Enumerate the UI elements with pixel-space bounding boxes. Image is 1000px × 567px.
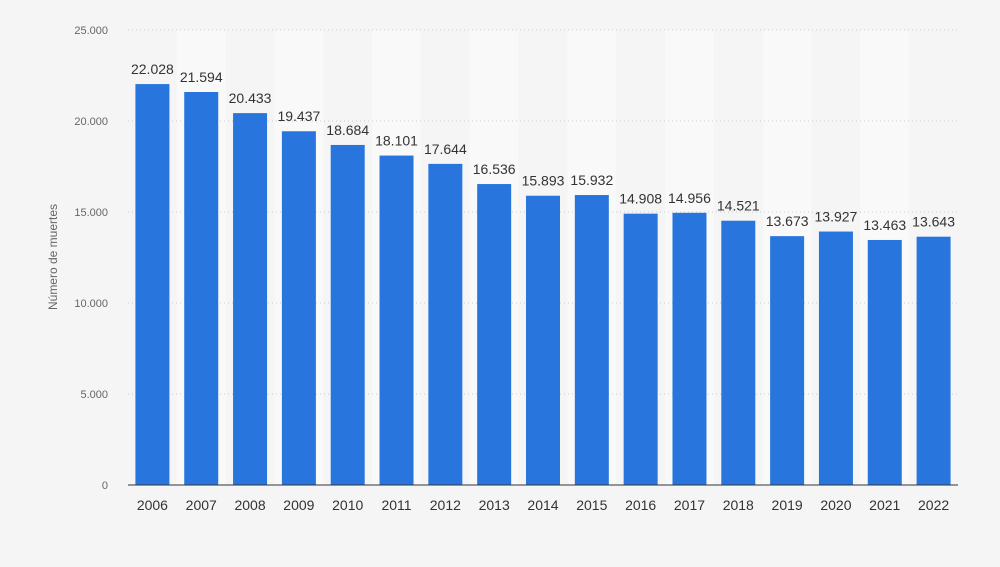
data-label: 20.433 [229, 90, 272, 106]
data-label: 13.463 [863, 217, 906, 233]
data-label: 13.673 [766, 213, 809, 229]
data-label: 22.028 [131, 61, 174, 77]
bar [867, 239, 902, 485]
x-tick-label: 2010 [332, 497, 363, 513]
y-axis-label: Número de muertes [46, 203, 60, 311]
x-tick-label: 2012 [430, 497, 461, 513]
bar [281, 131, 316, 486]
x-tick-label: 2008 [234, 497, 265, 513]
bar [818, 231, 853, 485]
data-label: 14.956 [668, 190, 711, 206]
x-tick-label: 2022 [918, 497, 949, 513]
data-label: 13.927 [815, 209, 858, 225]
bar [135, 84, 170, 486]
x-tick-label: 2016 [625, 497, 656, 513]
x-tick-label: 2019 [772, 497, 803, 513]
y-tick-label: 5.000 [80, 389, 108, 401]
bar [770, 236, 805, 485]
bar [233, 113, 268, 486]
data-label: 18.101 [375, 133, 418, 149]
bar [379, 155, 414, 485]
data-label: 14.908 [619, 191, 662, 207]
data-label: 14.521 [717, 198, 760, 214]
y-tick-label: 10.000 [74, 298, 108, 310]
data-label: 21.594 [180, 69, 223, 85]
data-label: 19.437 [277, 108, 320, 124]
bar [574, 195, 609, 485]
data-label: 17.644 [424, 141, 467, 157]
x-tick-label: 2017 [674, 497, 705, 513]
y-tick-label: 0 [102, 480, 108, 492]
bar [526, 195, 560, 485]
bar [184, 91, 219, 485]
bar [477, 184, 512, 485]
x-tick-label: 2007 [186, 497, 217, 513]
bar [623, 213, 658, 486]
x-tick-label: 2011 [381, 497, 411, 513]
data-label: 18.684 [326, 122, 369, 138]
x-tick-label: 2018 [723, 497, 754, 513]
bar [721, 220, 756, 485]
data-label: 15.893 [522, 173, 565, 189]
x-tick-label: 2015 [576, 497, 607, 513]
bar [672, 212, 707, 486]
bar [916, 236, 951, 485]
bar [330, 144, 365, 485]
x-tick-label: 2006 [137, 497, 168, 513]
data-label: 13.643 [912, 214, 955, 230]
x-tick-label: 2014 [527, 497, 558, 513]
data-label: 16.536 [473, 161, 516, 177]
y-tick-label: 15.000 [74, 207, 108, 219]
x-tick-label: 2009 [283, 497, 314, 513]
y-tick-label: 20.000 [74, 116, 108, 128]
bar [428, 163, 463, 485]
x-tick-label: 2013 [479, 497, 510, 513]
data-label: 15.932 [570, 172, 613, 188]
x-tick-label: 2020 [820, 497, 851, 513]
y-tick-label: 25.000 [74, 25, 108, 37]
x-tick-label: 2021 [869, 497, 900, 513]
